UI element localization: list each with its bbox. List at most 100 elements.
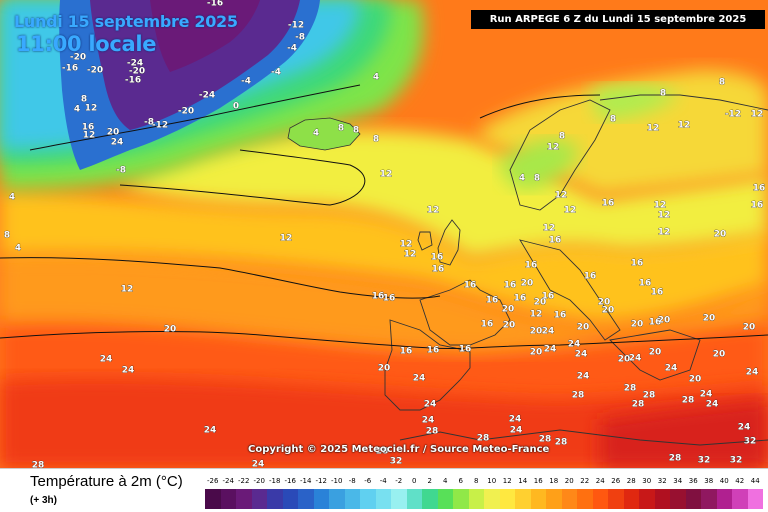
parameter-title: Température à 2m (°C)	[30, 473, 183, 490]
temperature-label: 16	[602, 199, 615, 209]
scale-tick: 10	[487, 477, 497, 485]
temperature-label: 20	[521, 279, 534, 289]
temperature-label: -24	[199, 91, 215, 101]
temperature-label: 12	[280, 234, 293, 244]
temperature-label: 4	[15, 244, 21, 254]
temperature-label: 16	[651, 288, 664, 298]
scale-tick: -6	[364, 477, 372, 485]
temperature-label: 16	[383, 294, 396, 304]
scale-swatch	[670, 489, 686, 509]
scale-swatch	[422, 489, 438, 509]
temperature-label: 28	[624, 384, 637, 394]
temperature-label: -8	[116, 166, 126, 176]
copyright: Copyright © 2025 Meteociel.fr / Source M…	[248, 444, 550, 455]
temperature-label: -20	[87, 66, 103, 76]
temperature-label: 20	[602, 306, 615, 316]
temperature-label: 8	[534, 174, 540, 184]
scale-tick: -8	[348, 477, 356, 485]
temperature-label: 12	[543, 224, 556, 234]
temperature-label: -4	[241, 77, 251, 87]
scale-tick: 40	[719, 477, 729, 485]
temperature-label: 20	[743, 323, 756, 333]
scale-tick: 26	[611, 477, 621, 485]
temperature-label: 16	[431, 253, 444, 263]
temperature-label: 24	[509, 415, 522, 425]
temperature-label: 28	[32, 461, 45, 469]
temperature-label: 24	[665, 364, 678, 374]
temperature-label: -16	[125, 76, 141, 86]
scale-swatch	[515, 489, 531, 509]
temperature-label: -8	[295, 33, 305, 43]
scale-tick: 18	[549, 477, 559, 485]
scale-swatch	[747, 489, 763, 509]
temperature-label: 32	[390, 457, 403, 467]
temperature-label: 12	[547, 143, 560, 153]
temperature-label: 24	[577, 372, 590, 382]
legend-footer: Température à 2m (°C) (+ 3h) -26 -24 -22 -2…	[0, 468, 768, 512]
temperature-label: 16	[432, 265, 445, 275]
temperature-label: 16	[554, 311, 567, 321]
temperature-label: 20	[530, 348, 543, 358]
scale-swatch	[375, 489, 391, 509]
scale-tick: 28	[626, 477, 636, 485]
temperature-label: 8	[4, 231, 10, 241]
scale-swatch	[344, 489, 360, 509]
temperature-label: 12	[83, 131, 96, 141]
scale-swatch	[592, 489, 608, 509]
temperature-label: 32	[730, 456, 743, 466]
scale-swatch	[267, 489, 283, 509]
temperature-label: 12	[555, 191, 568, 201]
temperature-label: 8	[660, 89, 666, 99]
scale-swatch	[685, 489, 701, 509]
scale-tick: 36	[688, 477, 698, 485]
temperature-label: 20	[503, 321, 516, 331]
temperature-label: 16	[486, 296, 499, 306]
temperature-label: 12	[654, 201, 667, 211]
scale-swatch	[453, 489, 469, 509]
temperature-label: 28	[539, 435, 552, 445]
temperature-label: 32	[744, 437, 757, 447]
temperature-label: 24	[122, 366, 135, 376]
temperature-label: 24	[422, 416, 435, 426]
scale-swatch	[608, 489, 624, 509]
temperature-label: 16	[631, 259, 644, 269]
scale-swatch	[391, 489, 407, 509]
temperature-label: 16	[372, 292, 385, 302]
scale-tick: 16	[533, 477, 543, 485]
scale-swatch	[546, 489, 562, 509]
temperature-label: 28	[555, 438, 568, 448]
temperature-label: 8	[610, 115, 616, 125]
temperature-label: -12	[288, 21, 304, 31]
temperature-label: 12	[658, 211, 671, 221]
scale-swatch	[236, 489, 252, 509]
temperature-label: 28	[643, 391, 656, 401]
scale-tick: 0	[412, 477, 417, 485]
temperature-label: 16	[481, 320, 494, 330]
map-time: 11:00 locale	[16, 32, 157, 56]
scale-tick: 42	[735, 477, 745, 485]
temperature-label: 20	[378, 364, 391, 374]
temperature-label: 16	[504, 281, 517, 291]
temperature-label: 4	[373, 73, 379, 83]
temperature-label: 20	[164, 325, 177, 335]
temperature-label: 8	[559, 132, 565, 142]
scale-tick: 2	[427, 477, 432, 485]
scale-tick: -22	[238, 477, 250, 485]
temperature-label: 12	[658, 228, 671, 238]
temperature-label: 16	[514, 294, 527, 304]
temperature-label: 20	[703, 314, 716, 324]
temperature-label: 12	[751, 110, 764, 120]
scale-swatch	[437, 489, 453, 509]
temperature-label: 16	[525, 261, 538, 271]
scale-tick: -4	[379, 477, 387, 485]
scale-swatch	[639, 489, 655, 509]
scale-swatch	[282, 489, 298, 509]
temperature-label: 20	[598, 298, 611, 308]
temperature-label: 16	[639, 279, 652, 289]
scale-tick: 38	[704, 477, 714, 485]
temperature-label: 24	[629, 354, 642, 364]
scale-swatch	[468, 489, 484, 509]
scale-tick: 8	[474, 477, 479, 485]
temperature-label: 20	[649, 348, 662, 358]
